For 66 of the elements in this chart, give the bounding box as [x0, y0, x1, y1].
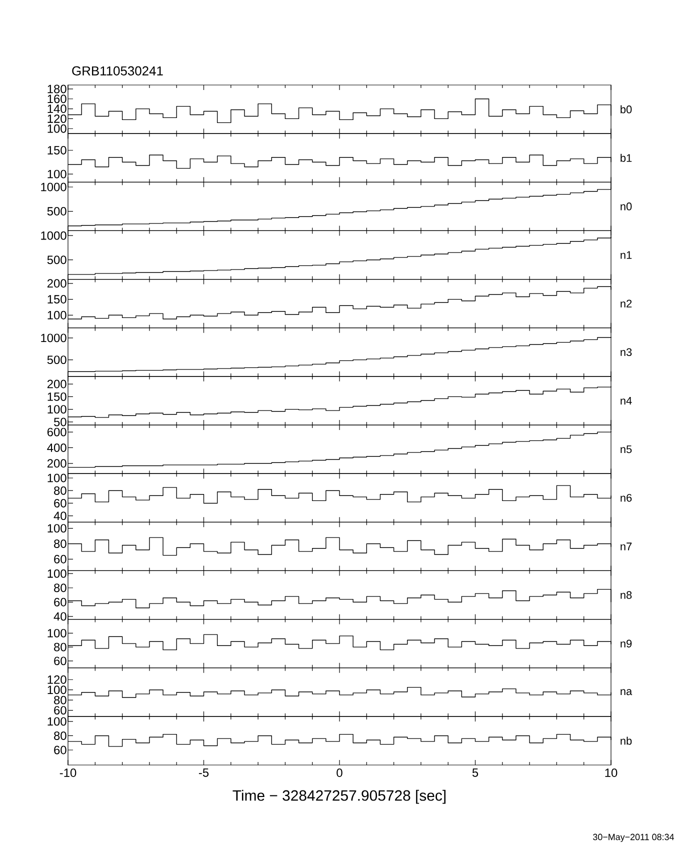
- y-tick-label: 500: [47, 256, 66, 264]
- y-tick-label: 80: [54, 540, 66, 548]
- y-tick-label: 200: [47, 279, 66, 288]
- series-label: n1: [620, 251, 632, 259]
- series-label: n4: [620, 396, 632, 404]
- series-label: na: [620, 689, 632, 696]
- x-tick-label: -10: [60, 768, 76, 777]
- y-tick-label: 200: [47, 459, 66, 468]
- y-tick-label: 200: [47, 380, 66, 388]
- series-label: b0: [620, 105, 632, 114]
- x-tick-label: 10: [605, 768, 618, 777]
- y-tick-label: 500: [47, 207, 66, 216]
- y-tick-label: 140: [48, 104, 66, 114]
- y-tick-label: 150: [48, 295, 66, 304]
- x-tick-label: 5: [472, 768, 478, 777]
- series-label: n0: [620, 202, 632, 210]
- y-tick-label: 180: [48, 84, 66, 94]
- y-tick-label: 1000: [41, 231, 66, 240]
- x-tick-label: 0: [336, 768, 342, 777]
- y-tick-label: 100: [48, 474, 66, 482]
- y-tick-label: 100: [48, 405, 66, 414]
- series-label: nb: [620, 736, 632, 745]
- y-tick-label: 50: [54, 418, 66, 426]
- series-label: n8: [620, 591, 632, 599]
- y-tick-label: 60: [54, 656, 66, 666]
- series-label: n6: [620, 494, 632, 502]
- y-tick-label: 100: [48, 686, 66, 694]
- y-tick-label: 100: [48, 628, 66, 638]
- text: 30−May−2011 08:34: [593, 834, 674, 842]
- y-tick-label: 150: [48, 146, 66, 154]
- y-tick-label: 120: [48, 114, 66, 123]
- y-tick-label: 100: [48, 569, 66, 578]
- y-tick-label: 160: [48, 94, 66, 104]
- y-tick-label: 100: [48, 170, 66, 178]
- y-tick-label: 40: [54, 512, 66, 520]
- y-tick-label: 40: [54, 612, 66, 621]
- y-tick-label: 150: [48, 392, 66, 401]
- series-label: n9: [620, 640, 632, 648]
- y-tick-label: 80: [54, 584, 66, 592]
- y-tick-label: 60: [54, 598, 66, 606]
- y-tick-label: 100: [48, 717, 66, 726]
- y-tick-label: 60: [54, 746, 66, 754]
- series-label: n7: [620, 542, 632, 550]
- series-label: n2: [620, 300, 632, 308]
- y-tick-label: 100: [48, 124, 66, 133]
- y-tick-label: 1000: [41, 334, 66, 342]
- series-label: n5: [620, 445, 632, 454]
- x-axis-title: Time − 328427257.905728 [sec]: [232, 790, 446, 804]
- y-tick-label: 60: [54, 706, 66, 715]
- y-tick-label: 100: [48, 524, 66, 533]
- series-label: n3: [620, 348, 632, 356]
- y-tick-label: 1000: [41, 182, 66, 192]
- y-tick-label: 400: [47, 443, 66, 452]
- y-tick-label: 80: [54, 486, 66, 495]
- chart-title: GRB110530241: [72, 66, 163, 76]
- y-tick-label: 80: [54, 642, 66, 652]
- y-tick-label: 600: [47, 428, 66, 436]
- y-tick-label: 120: [48, 675, 66, 684]
- series-label: b1: [620, 154, 632, 162]
- y-tick-label: 80: [54, 731, 66, 740]
- y-tick-label: 100: [48, 310, 66, 320]
- x-tick-label: -5: [198, 768, 209, 777]
- y-tick-label: 500: [47, 356, 66, 364]
- y-tick-label: 60: [54, 554, 66, 564]
- y-tick-label: 80: [54, 696, 66, 704]
- y-tick-label: 60: [54, 498, 66, 508]
